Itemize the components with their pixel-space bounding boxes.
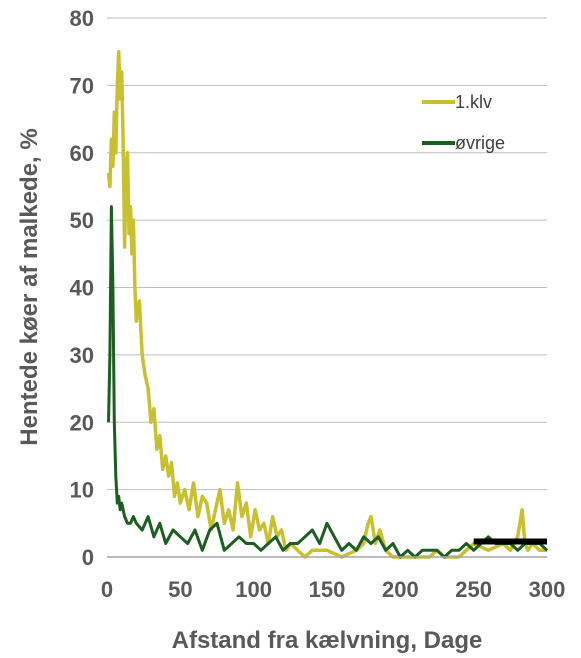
y-tick-label: 0: [82, 545, 94, 570]
x-tick-labels: 0 50 100 150 200 250 300: [101, 577, 565, 602]
y-tick-label: 30: [70, 343, 94, 368]
legend-label: 1.klv: [455, 92, 492, 112]
x-tick-label: 100: [235, 577, 272, 602]
y-tick-label: 20: [70, 410, 94, 435]
y-tick-label: 60: [70, 141, 94, 166]
x-axis-title: Afstand fra kælvning, Dage: [172, 627, 483, 654]
x-tick-label: 200: [382, 577, 419, 602]
x-tick-label: 50: [168, 577, 192, 602]
legend: 1.klv øvrige: [422, 92, 505, 153]
y-axis-title: Hentede køer af malkede, %: [16, 128, 43, 445]
x-tick-label: 150: [309, 577, 346, 602]
y-tick-labels: 0 10 20 30 40 50 60 70 80: [70, 6, 94, 570]
x-tick-label: 300: [529, 577, 566, 602]
legend-label: øvrige: [455, 133, 505, 153]
y-tick-label: 70: [70, 73, 94, 98]
series-line-ovrige: [107, 205, 549, 559]
x-tick-label: 250: [455, 577, 492, 602]
y-tick-label: 10: [70, 478, 94, 503]
gridlines: [107, 17, 547, 491]
y-tick-label: 50: [70, 208, 94, 233]
y-tick-label: 40: [70, 276, 94, 301]
series-line-1klv: [106, 49, 547, 559]
y-tick-label: 80: [70, 6, 94, 31]
x-tick-label: 0: [101, 577, 113, 602]
series-lines: [106, 49, 549, 559]
